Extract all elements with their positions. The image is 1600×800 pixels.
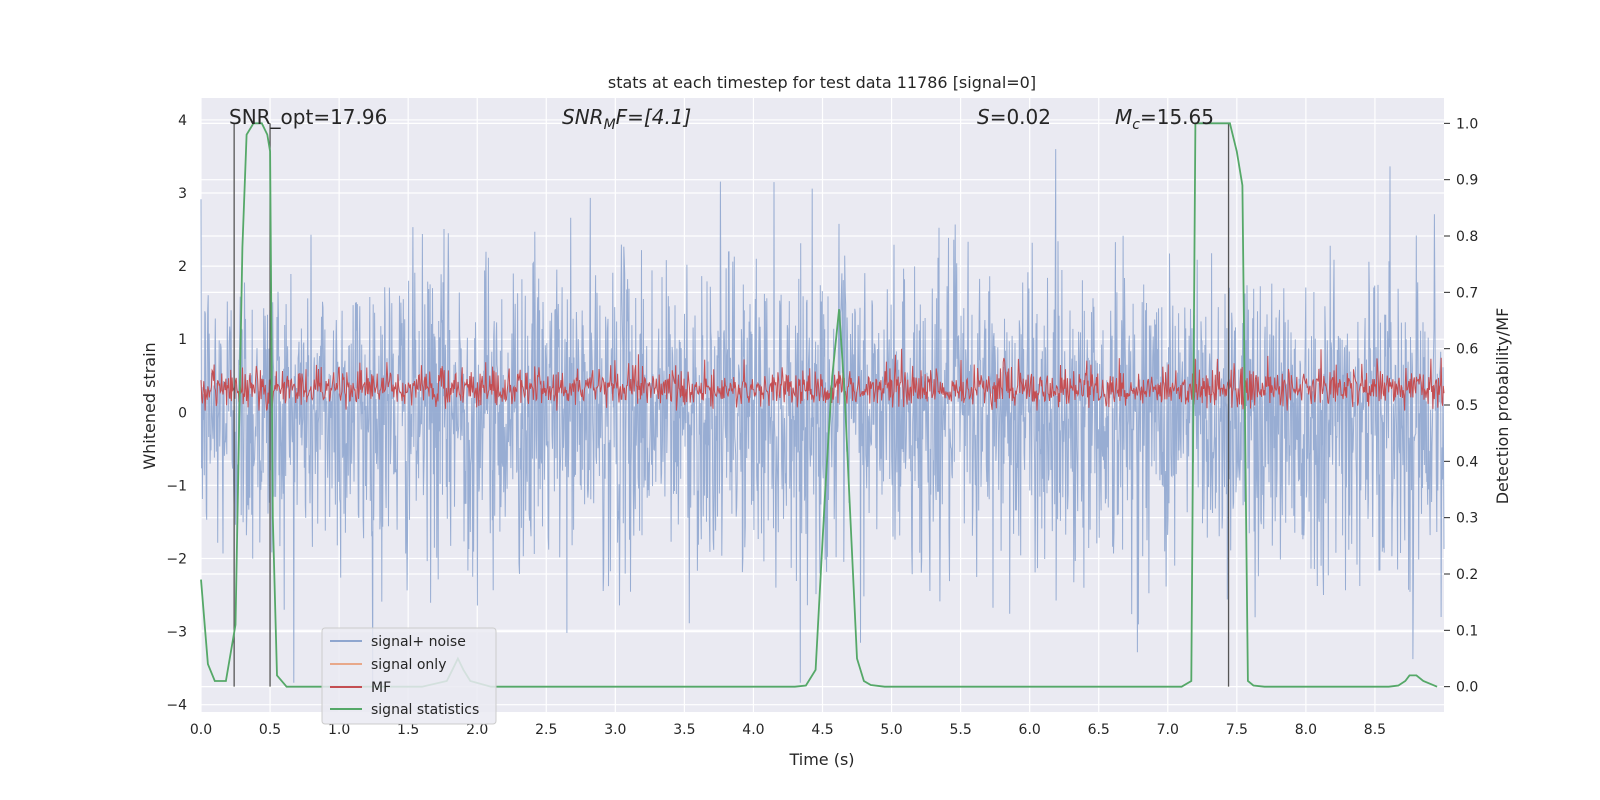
legend-label-signal-only: signal only [371,657,446,673]
signal-statistics-series [200,122,1438,688]
y-left-tick-label: 1 [178,332,187,348]
annotation-s: S=0.02 [977,105,1051,129]
y-left-tick-label: −1 [166,478,187,494]
legend-label-signal-noise: signal+ noise [371,634,466,650]
x-tick-label: 4.0 [742,722,764,738]
y-right-tick-label: 1.0 [1456,116,1478,132]
x-tick-label: 0.5 [259,722,281,738]
y-right-tick-label: 0.8 [1456,229,1478,245]
chart-title: stats at each timestep for test data 117… [608,73,1036,92]
x-tick-label: 7.0 [1157,722,1179,738]
y-right-axis-ticks: 0.0 0.1 0.2 0.3 0.4 0.5 0.6 0.7 0.8 0.9 1.0 [1444,116,1478,696]
y-right-tick-label: 0.3 [1456,511,1478,527]
y-left-tick-label: 0 [178,405,187,421]
y-left-tick-label: −3 [166,625,187,641]
x-tick-label: 4.5 [811,722,833,738]
legend-label-mf: MF [371,680,391,696]
signal-statistics-line [200,122,1438,688]
legend-label-signal-statistics: signal statistics [371,702,479,718]
x-tick-label: 3.5 [673,722,695,738]
mf-line [200,348,1445,411]
x-tick-label: 6.0 [1019,722,1041,738]
annotation-mc: Mc=15.65 [1115,105,1214,133]
x-tick-label: 7.5 [1226,722,1248,738]
y-left-tick-label: 4 [178,113,187,129]
y-left-tick-label: −2 [166,552,187,568]
y-right-tick-label: 0.5 [1456,398,1478,414]
annotation-snr-opt: SNR_opt=17.96 [229,105,387,129]
y-right-tick-label: 0.9 [1456,173,1478,189]
x-tick-label: 0.0 [190,722,212,738]
signal-noise-line [200,149,1445,683]
x-tick-label: 3.0 [604,722,626,738]
y-right-tick-label: 0.1 [1456,623,1478,639]
y-right-tick-label: 0.2 [1456,567,1478,583]
y-left-tick-label: 3 [178,186,187,202]
y-right-tick-label: 0.7 [1456,285,1478,301]
y-right-tick-label: 0.0 [1456,680,1478,696]
x-tick-label: 5.0 [880,722,902,738]
x-tick-label: 8.0 [1295,722,1317,738]
x-tick-label: 6.5 [1088,722,1110,738]
x-axis-label: Time (s) [788,750,854,769]
y-right-tick-label: 0.6 [1456,342,1478,358]
y-left-tick-label: 2 [178,259,187,275]
y-right-tick-label: 0.4 [1456,454,1478,470]
x-tick-label: 2.5 [535,722,557,738]
x-tick-label: 2.0 [466,722,488,738]
y-left-axis-label: Whitened strain [140,342,159,469]
legend: signal+ noise signal only MF signal stat… [321,627,497,725]
x-tick-label: 8.5 [1364,722,1386,738]
x-axis-ticks: 0.0 0.5 1.0 1.5 2.0 2.5 3.0 3.5 4.0 4.5 5.0 5.5 6.0 6… [190,722,1386,738]
x-tick-label: 1.0 [328,722,350,738]
signal-noise-series [200,149,1445,683]
x-tick-label: 5.5 [949,722,971,738]
y-left-tick-label: −4 [166,698,187,714]
annotation-snr-mf: SNRMF=[4.1] [562,105,691,133]
y-left-axis-ticks: −4 −3 −2 −1 0 1 2 3 4 [166,113,187,714]
y-right-axis-label: Detection probability/MF [1493,308,1512,505]
x-tick-label: 1.5 [397,722,419,738]
mf-series [200,348,1445,411]
